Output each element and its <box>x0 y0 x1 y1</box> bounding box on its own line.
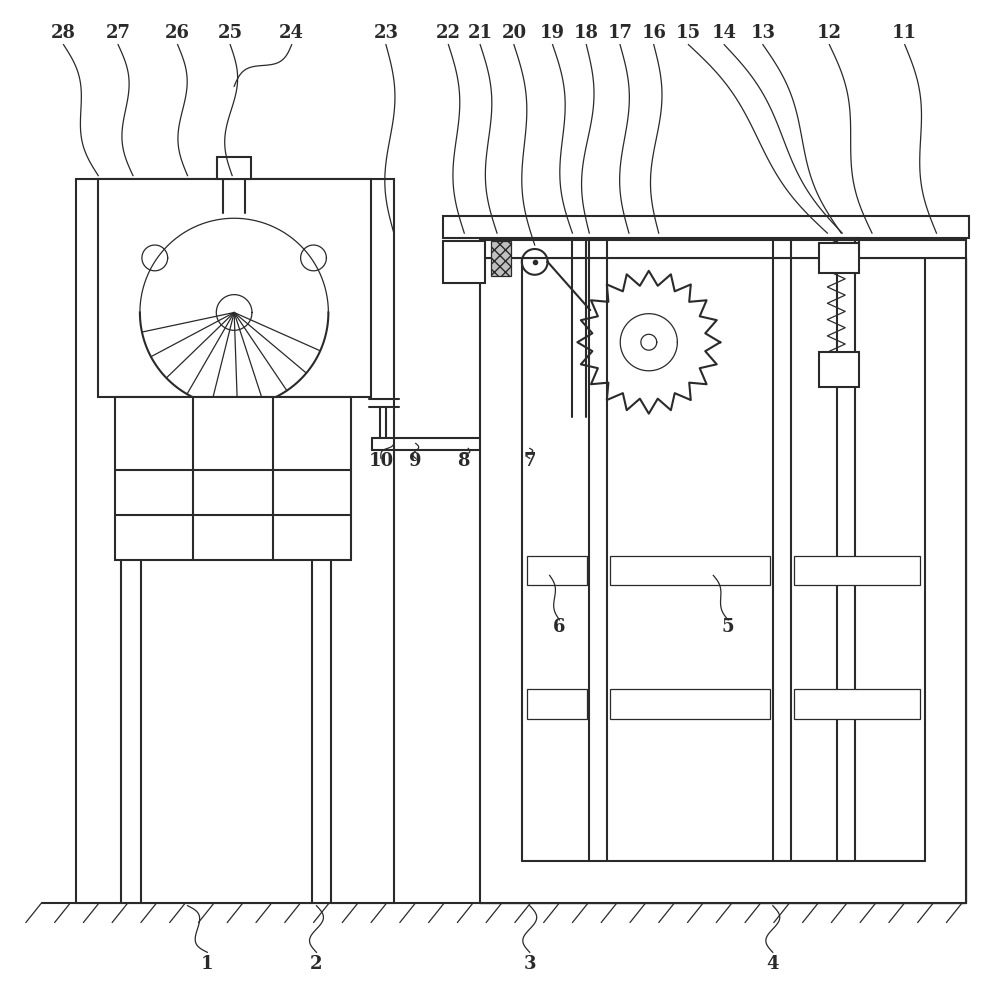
Bar <box>819 243 859 273</box>
Bar <box>527 556 587 585</box>
Bar <box>115 397 351 560</box>
Text: 25: 25 <box>218 24 243 42</box>
Text: 5: 5 <box>722 618 734 636</box>
Text: 14: 14 <box>712 24 737 42</box>
Bar <box>610 556 770 585</box>
Text: 21: 21 <box>468 24 493 42</box>
Bar <box>480 258 522 903</box>
Text: 19: 19 <box>540 24 565 42</box>
Bar <box>217 157 251 179</box>
Text: 2: 2 <box>310 955 323 973</box>
Bar <box>76 179 394 903</box>
Text: 16: 16 <box>641 24 666 42</box>
Bar <box>794 556 920 585</box>
Text: 13: 13 <box>750 24 775 42</box>
Bar <box>527 689 587 719</box>
Text: 11: 11 <box>892 24 917 42</box>
Text: 10: 10 <box>368 452 394 470</box>
Text: 3: 3 <box>524 955 536 973</box>
Text: 28: 28 <box>51 24 76 42</box>
Bar <box>522 861 925 903</box>
Bar <box>98 179 371 397</box>
Text: 27: 27 <box>106 24 131 42</box>
Bar <box>443 241 485 283</box>
Text: 24: 24 <box>279 24 304 42</box>
Bar <box>925 258 966 903</box>
Bar <box>837 238 857 240</box>
Text: 9: 9 <box>409 452 422 470</box>
Text: 22: 22 <box>436 24 461 42</box>
Text: 1: 1 <box>201 955 214 973</box>
Bar <box>522 258 925 861</box>
Text: 4: 4 <box>767 955 779 973</box>
Bar <box>819 352 859 387</box>
Text: 20: 20 <box>501 24 526 42</box>
Text: 7: 7 <box>524 452 536 470</box>
Bar <box>610 689 770 719</box>
Bar <box>480 258 966 903</box>
Text: 18: 18 <box>574 24 599 42</box>
Text: 15: 15 <box>676 24 701 42</box>
Text: 26: 26 <box>165 24 190 42</box>
Bar <box>491 241 511 276</box>
Text: 23: 23 <box>373 24 398 42</box>
Text: 17: 17 <box>608 24 633 42</box>
Bar <box>480 240 966 258</box>
Bar <box>443 216 969 238</box>
Text: 8: 8 <box>457 452 470 470</box>
Text: 6: 6 <box>553 618 566 636</box>
Bar <box>794 689 920 719</box>
Text: 12: 12 <box>817 24 842 42</box>
